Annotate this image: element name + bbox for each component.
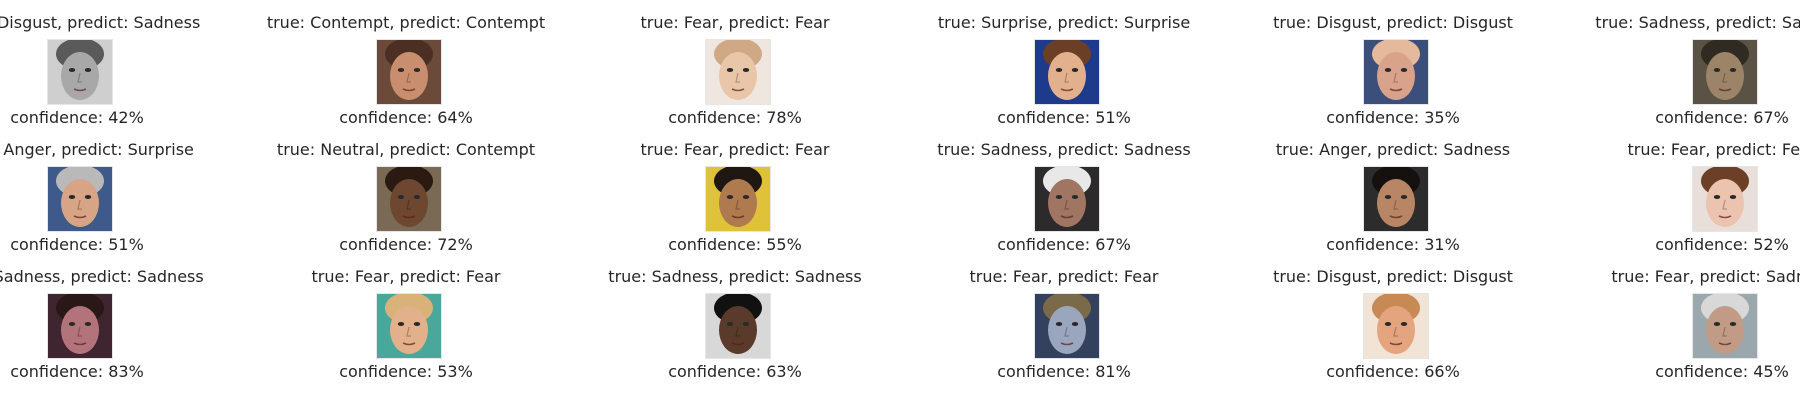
- confidence-label: confidence: 45%: [1655, 362, 1789, 381]
- face-image: [706, 167, 770, 231]
- face-thumbnail: [376, 293, 442, 359]
- face-thumbnail: [705, 39, 771, 105]
- prediction-cell: true: Disgust, predict: Disgust confidenc…: [1228, 0, 1558, 128]
- prediction-title: true: Surprise, predict: Surprise: [937, 13, 1191, 32]
- confidence-label: confidence: 51%: [10, 235, 144, 254]
- confidence-label: confidence: 51%: [997, 108, 1131, 127]
- face-thumbnail: [705, 293, 771, 359]
- face-thumbnail: [1363, 293, 1429, 359]
- prediction-title: true: Anger, predict: Surprise: [0, 140, 194, 159]
- face-thumbnail: [1692, 39, 1758, 105]
- prediction-cell: true: Sadness, predict: Sadness confidenc…: [0, 254, 242, 382]
- prediction-cell: true: Surprise, predict: Surprise confide…: [899, 0, 1229, 128]
- prediction-title: true: Sadness, predict: Sadness: [937, 140, 1191, 159]
- prediction-title: true: Sadness, predict: Sadness: [608, 267, 862, 286]
- prediction-title: true: Fear, predict: Fear: [311, 267, 501, 286]
- face-image: [1364, 294, 1428, 358]
- confidence-label: confidence: 67%: [997, 235, 1131, 254]
- prediction-cell: true: Sadness, predict: Sadness confidenc…: [899, 127, 1229, 255]
- face-thumbnail: [1692, 293, 1758, 359]
- prediction-cell: true: Disgust, predict: Sadness confidenc…: [0, 0, 242, 128]
- face-thumbnail: [376, 39, 442, 105]
- face-image: [48, 167, 112, 231]
- face-thumbnail: [47, 39, 113, 105]
- face-image: [1364, 167, 1428, 231]
- face-thumbnail: [1034, 39, 1100, 105]
- prediction-cell: true: Sadness, predict: Sadness confidenc…: [1557, 0, 1800, 128]
- prediction-cell: true: Neutral, predict: Contempt confiden…: [241, 127, 571, 255]
- face-image: [1693, 167, 1757, 231]
- face-image: [1035, 294, 1099, 358]
- face-thumbnail: [47, 166, 113, 232]
- face-image: [1035, 40, 1099, 104]
- face-thumbnail: [705, 166, 771, 232]
- prediction-title: true: Fear, predict: Fear: [640, 13, 830, 32]
- face-image: [706, 40, 770, 104]
- face-image: [377, 40, 441, 104]
- prediction-title: true: Fear, predict: Fear: [1627, 140, 1800, 159]
- confidence-label: confidence: 31%: [1326, 235, 1460, 254]
- prediction-title: true: Sadness, predict: Sadness: [0, 267, 204, 286]
- confidence-label: confidence: 78%: [668, 108, 802, 127]
- confidence-label: confidence: 66%: [1326, 362, 1460, 381]
- confidence-label: confidence: 81%: [997, 362, 1131, 381]
- face-thumbnail: [1363, 39, 1429, 105]
- prediction-cell: true: Fear, predict: Sadness confidence: …: [1557, 254, 1800, 382]
- face-thumbnail: [1692, 166, 1758, 232]
- prediction-cell: true: Anger, predict: Surprise confidence…: [0, 127, 242, 255]
- confidence-label: confidence: 67%: [1655, 108, 1789, 127]
- prediction-title: true: Fear, predict: Fear: [969, 267, 1159, 286]
- face-image: [706, 294, 770, 358]
- face-thumbnail: [1034, 293, 1100, 359]
- confidence-label: confidence: 42%: [10, 108, 144, 127]
- face-thumbnail: [376, 166, 442, 232]
- confidence-label: confidence: 52%: [1655, 235, 1789, 254]
- face-image: [1035, 167, 1099, 231]
- confidence-label: confidence: 83%: [10, 362, 144, 381]
- face-image: [377, 294, 441, 358]
- prediction-title: true: Fear, predict: Fear: [640, 140, 830, 159]
- face-thumbnail: [1363, 166, 1429, 232]
- confidence-label: confidence: 64%: [339, 108, 473, 127]
- prediction-cell: true: Fear, predict: Fear confidence: 78%: [570, 0, 900, 128]
- prediction-cell: true: Disgust, predict: Disgust confidenc…: [1228, 254, 1558, 382]
- prediction-title: true: Anger, predict: Sadness: [1275, 140, 1511, 159]
- face-image: [1693, 40, 1757, 104]
- prediction-title: true: Disgust, predict: Sadness: [0, 13, 201, 32]
- confidence-label: confidence: 72%: [339, 235, 473, 254]
- prediction-cell: true: Contempt, predict: Contempt confide…: [241, 0, 571, 128]
- face-image: [1364, 40, 1428, 104]
- face-thumbnail: [1034, 166, 1100, 232]
- confidence-label: confidence: 35%: [1326, 108, 1460, 127]
- face-image: [1693, 294, 1757, 358]
- prediction-cell: true: Fear, predict: Fear confidence: 81%: [899, 254, 1229, 382]
- prediction-cell: true: Anger, predict: Sadness confidence:…: [1228, 127, 1558, 255]
- prediction-title: true: Sadness, predict: Sadness: [1595, 13, 1800, 32]
- confidence-label: confidence: 63%: [668, 362, 802, 381]
- prediction-cell: true: Fear, predict: Fear confidence: 55%: [570, 127, 900, 255]
- confidence-label: confidence: 55%: [668, 235, 802, 254]
- confidence-label: confidence: 53%: [339, 362, 473, 381]
- prediction-title: true: Contempt, predict: Contempt: [266, 13, 546, 32]
- prediction-title: true: Disgust, predict: Disgust: [1273, 267, 1513, 286]
- face-image: [377, 167, 441, 231]
- prediction-title: true: Disgust, predict: Disgust: [1273, 13, 1513, 32]
- prediction-cell: true: Fear, predict: Fear confidence: 52%: [1557, 127, 1800, 255]
- prediction-title: true: Neutral, predict: Contempt: [276, 140, 536, 159]
- prediction-cell: true: Sadness, predict: Sadness confidenc…: [570, 254, 900, 382]
- prediction-title: true: Fear, predict: Sadness: [1611, 267, 1800, 286]
- face-image: [48, 40, 112, 104]
- face-thumbnail: [47, 293, 113, 359]
- face-image: [48, 294, 112, 358]
- prediction-cell: true: Fear, predict: Fear confidence: 53%: [241, 254, 571, 382]
